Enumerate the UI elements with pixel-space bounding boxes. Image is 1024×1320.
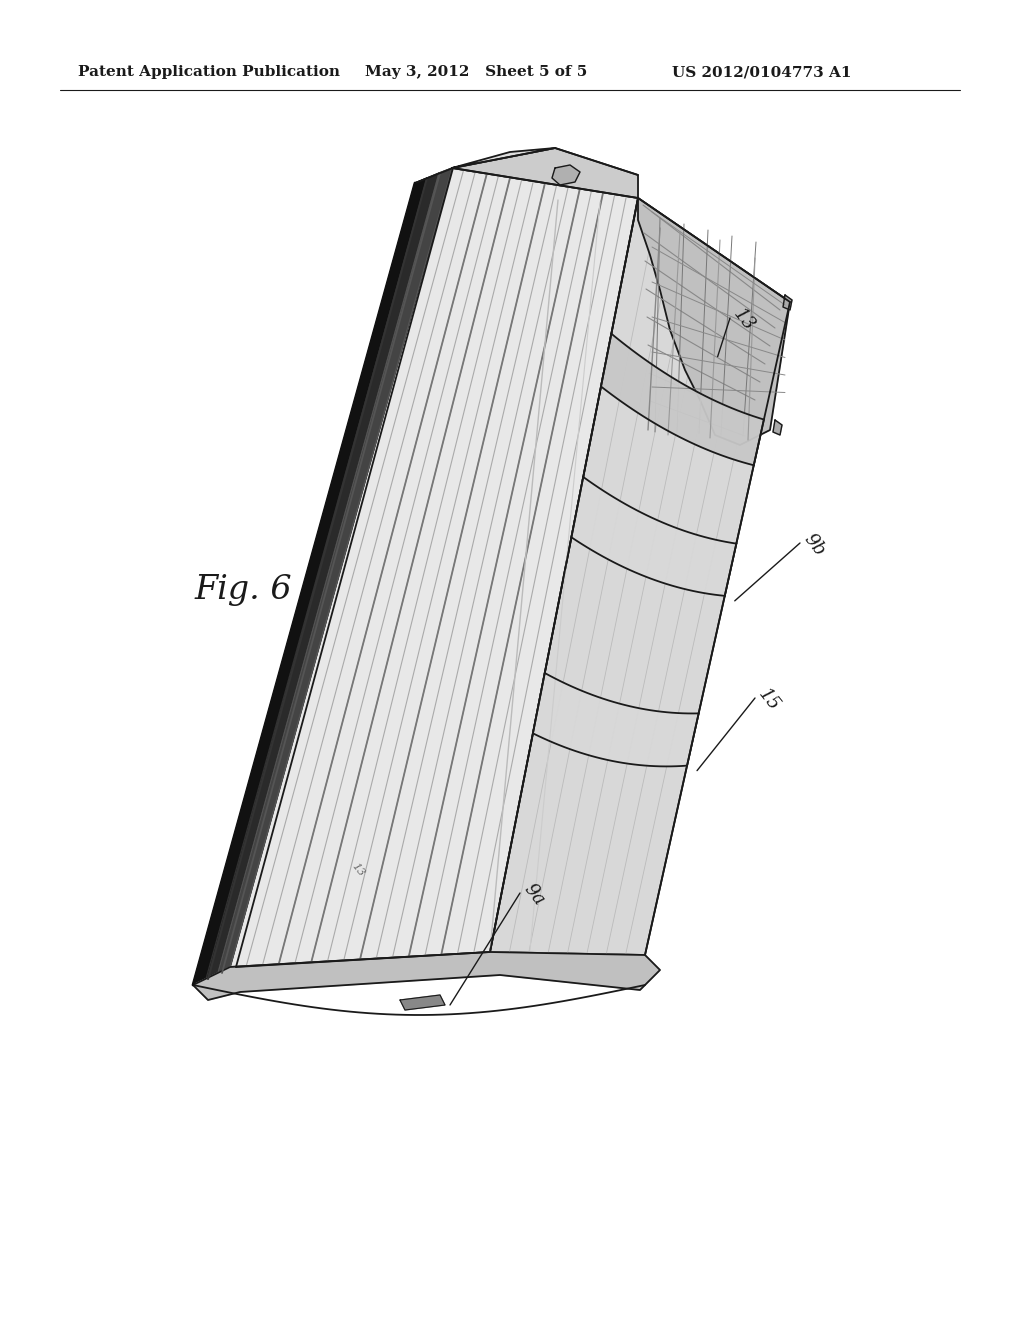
Text: 9b: 9b [800,531,828,560]
Polygon shape [783,294,792,310]
Text: Patent Application Publication: Patent Application Publication [78,65,340,79]
Polygon shape [400,995,445,1010]
Polygon shape [452,148,555,168]
Polygon shape [193,952,660,1001]
Text: May 3, 2012   Sheet 5 of 5: May 3, 2012 Sheet 5 of 5 [365,65,587,79]
Text: 9a: 9a [520,880,548,909]
Text: 13: 13 [350,862,367,879]
Polygon shape [552,165,580,185]
Text: US 2012/0104773 A1: US 2012/0104773 A1 [672,65,852,79]
Text: Fig. 6: Fig. 6 [195,574,293,606]
Polygon shape [532,673,698,767]
Polygon shape [230,168,638,968]
Polygon shape [601,334,764,465]
Polygon shape [218,168,452,973]
Polygon shape [193,178,427,985]
Polygon shape [452,148,638,198]
Text: 13: 13 [730,305,759,334]
Polygon shape [638,198,790,445]
Polygon shape [571,477,736,595]
Polygon shape [773,420,782,436]
Polygon shape [490,198,790,954]
Text: 15: 15 [755,685,783,714]
Polygon shape [206,173,439,979]
